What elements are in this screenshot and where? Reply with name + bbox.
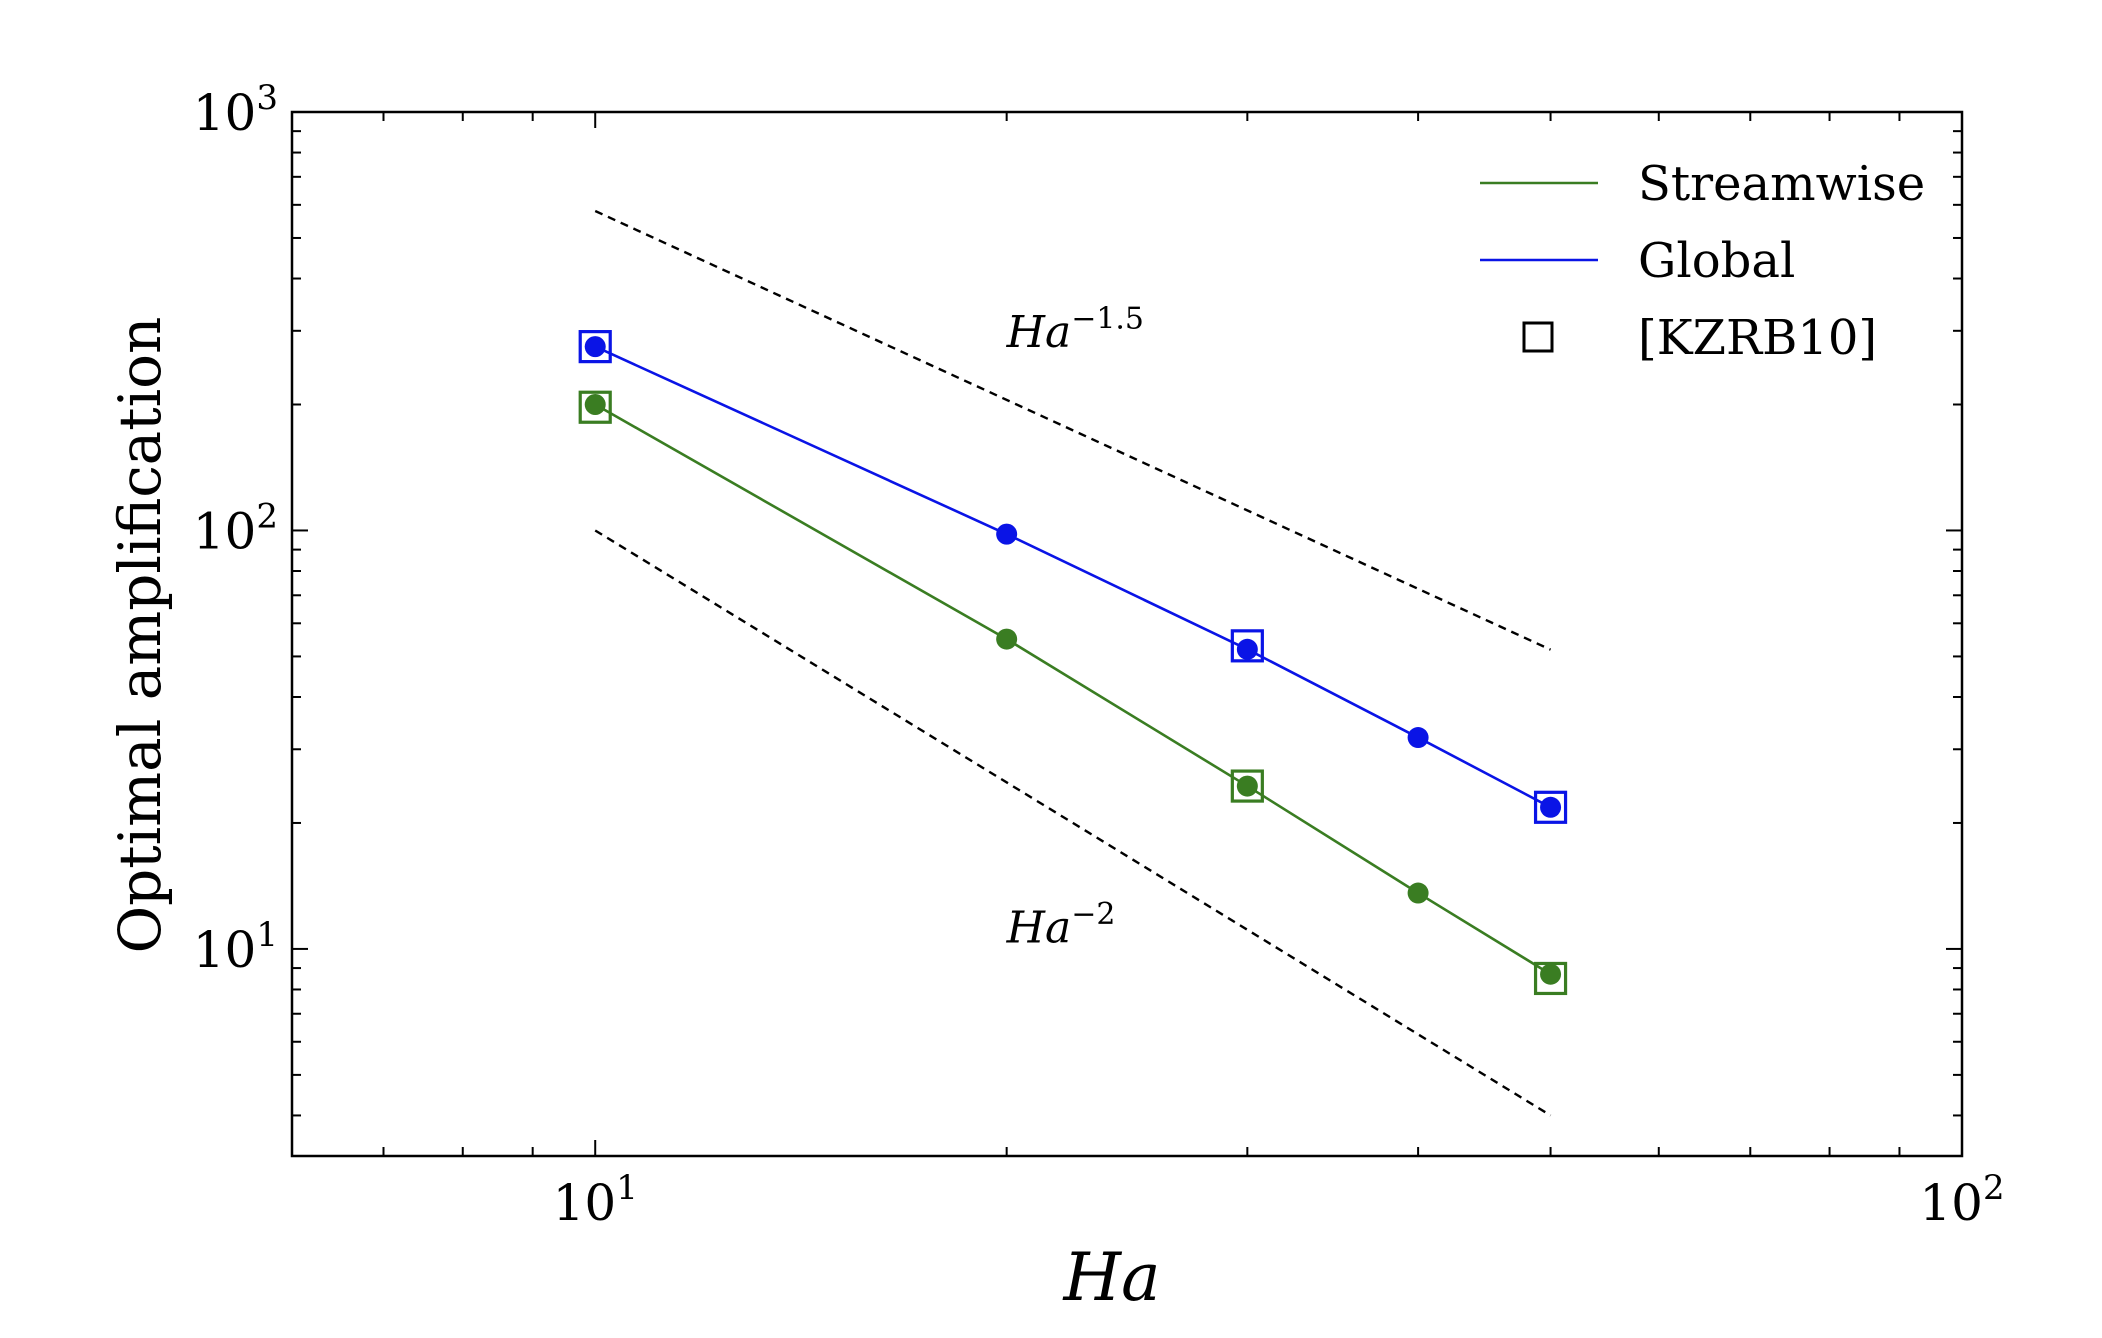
data-point [996, 523, 1018, 545]
legend-label: [KZRB10] [1638, 310, 1877, 366]
reference-line-label-base: Ha [1006, 903, 1072, 954]
data-point [1236, 638, 1258, 660]
legend: Streamwise Global [KZRB10] [1480, 156, 1925, 366]
x-axis-label: Ha [1063, 1239, 1161, 1316]
data-point [584, 393, 606, 415]
x-tick-label-base: 10 [553, 1174, 617, 1232]
data-point [996, 628, 1018, 650]
reference-line-label-exponent: −1.5 [1071, 301, 1144, 336]
kzrb10-marker [1230, 629, 1264, 663]
y-axis-label: Optimal amplification [106, 317, 174, 954]
reference-line [594, 209, 1552, 651]
reference-line-label: Ha−2 [1006, 897, 1116, 953]
x-tick-label-base: 10 [1919, 1174, 1983, 1232]
plot-frame [290, 110, 1964, 1158]
kzrb10-marker [1230, 769, 1264, 803]
y-tick-label: 101 [193, 915, 278, 979]
legend-label: Streamwise [1638, 156, 1925, 212]
data-point [584, 336, 606, 358]
data-point [1540, 963, 1562, 985]
data-point [1407, 882, 1429, 904]
y-tick-label-base: 10 [193, 921, 257, 979]
y-tick-label: 103 [193, 78, 278, 142]
kzrb10-marker [578, 390, 612, 424]
legend-label: Global [1638, 233, 1795, 289]
reference-lines: Ha−1.5Ha−2 [594, 209, 1552, 1117]
kzrb10-marker [1533, 790, 1568, 824]
data-point [1407, 727, 1429, 749]
y-tick-label-exponent: 1 [256, 915, 278, 955]
y-tick-label-exponent: 2 [256, 496, 278, 536]
kzrb10-marker [578, 330, 612, 364]
reference-line [594, 529, 1552, 1117]
reference-line-label-exponent: −2 [1071, 897, 1115, 932]
series-line [594, 403, 1552, 976]
x-tick-label: 101 [553, 1168, 638, 1232]
reference-line-label: Ha−1.5 [1006, 301, 1144, 357]
data-point [1540, 796, 1562, 818]
y-tick-label-base: 10 [193, 84, 257, 142]
y-tick-label: 102 [193, 496, 278, 560]
y-tick-label-exponent: 3 [256, 78, 278, 118]
legend-square-marker [1522, 321, 1554, 353]
reference-line-label-base: Ha [1006, 307, 1072, 358]
x-tick-label: 102 [1919, 1168, 2004, 1232]
y-tick-label-base: 10 [193, 502, 257, 560]
x-tick-label-exponent: 2 [1983, 1168, 2005, 1208]
data-point [1236, 775, 1258, 797]
data-series [578, 330, 1568, 996]
x-tick-label-exponent: 1 [616, 1168, 638, 1208]
kzrb10-marker [1533, 961, 1568, 996]
series-line [594, 345, 1552, 809]
